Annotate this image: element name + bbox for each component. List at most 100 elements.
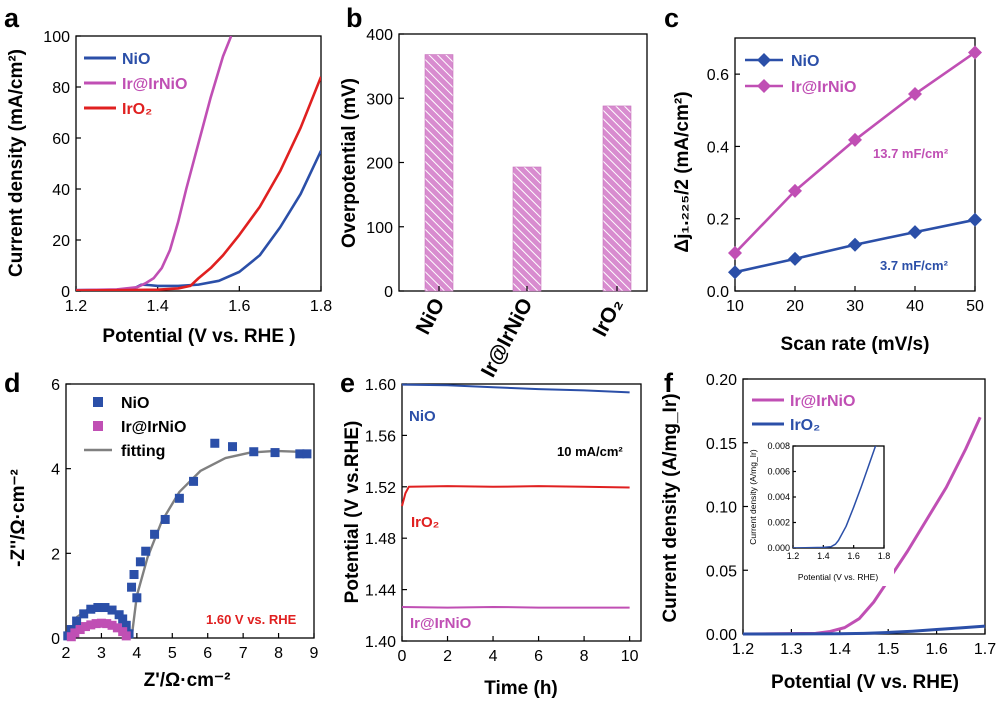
d-data-point: [75, 625, 85, 635]
d-data-point: [270, 448, 280, 458]
f-inset-x-tick-label: 1.6: [847, 551, 860, 561]
panel-e: 0 2 4 6 8 10 1.40 1.44 1.48 1.52 1.56 1.60 NiO IrO₂ Ir…: [340, 368, 642, 699]
f-y-tick-label: 0.05: [706, 563, 737, 580]
a-series-line: [76, 36, 233, 291]
f-inset-y-tick-label: 0.000: [767, 543, 790, 553]
panel-c: 10 20 30 40 50 0.0 0.2 0.4 0.6 NiO Ir@IrNiO 13.7 mF…: [664, 3, 984, 355]
c-annotation-nio: 3.7 mF/cm²: [880, 258, 949, 273]
d-data-point: [150, 529, 160, 539]
f-x-tick-label: 1.5: [877, 641, 899, 658]
d-data-point: [91, 619, 101, 629]
a-y-tick-label: 100: [43, 29, 70, 46]
a-legend-label: IrO₂: [122, 101, 152, 118]
d-data-point: [121, 631, 131, 641]
e-current-annotation: 10 mA/cm²: [557, 444, 623, 459]
b-y-tick-label: 0: [384, 284, 393, 301]
b-bar: [512, 166, 542, 292]
e-x-tick-label: 10: [621, 648, 639, 665]
e-y-tick-label: 1.44: [365, 583, 396, 600]
e-series-label-iro2: IrO₂: [411, 514, 439, 531]
c-legend-marker: [757, 79, 771, 93]
e-x-tick-label: 6: [534, 648, 543, 665]
f-inset-x-tick-label: 1.4: [817, 551, 830, 561]
c-x-tick-label: 50: [966, 298, 984, 315]
c-x-tick-label: 40: [906, 298, 924, 315]
f-inset-x-tick-label: 1.8: [878, 551, 891, 561]
d-legend-marker: [93, 421, 103, 431]
f-x-tick-label: 1.7: [974, 641, 996, 658]
d-data-point: [107, 620, 117, 630]
d-data-point: [93, 603, 103, 613]
e-series-line: [401, 485, 630, 507]
a-y-tick-label: 40: [52, 182, 70, 199]
c-y-tick-label: 0.0: [707, 284, 729, 301]
a-panel-letter: a: [4, 3, 20, 33]
a-x-tick-label: 1.4: [147, 298, 169, 315]
e-y-tick-label: 1.40: [365, 634, 396, 651]
d-y-tick-label: 0: [51, 631, 60, 648]
d-data-point: [160, 514, 170, 524]
c-annotation-irnio: 13.7 mF/cm²: [873, 146, 949, 161]
a-y-tick-label: 60: [52, 131, 70, 148]
c-data-point: [788, 251, 802, 266]
c-legend-label: Ir@IrNiO: [791, 79, 856, 96]
d-y-tick-label: 2: [51, 546, 60, 563]
f-inset-background: [760, 440, 894, 586]
panel-a: 1.2 1.4 1.6 1.8 0 20 40 60 80 100 NiO Ir@IrNiO IrO₂ a…: [4, 3, 332, 347]
c-data-point: [908, 87, 922, 102]
d-panel-letter: d: [4, 368, 21, 398]
f-series-line: [742, 624, 986, 636]
f-x-tick-label: 1.3: [780, 641, 802, 658]
c-data-point: [728, 246, 742, 261]
d-data-point: [295, 449, 305, 459]
f-inset-x-tick-label: 1.2: [787, 551, 800, 561]
f-x-tick-label: 1.6: [925, 641, 947, 658]
d-data-point: [174, 493, 184, 503]
d-x-axis-label: Z'/Ω·cm⁻²: [144, 670, 231, 691]
a-x-tick-label: 1.6: [228, 298, 250, 315]
b-y-tick-label: 400: [366, 27, 393, 44]
a-plot-frame: [75, 35, 322, 292]
f-inset-x-axis-label: Potential (V vs. RHE): [798, 572, 878, 582]
c-y-tick-label: 0.4: [707, 139, 729, 156]
d-condition-annotation: 1.60 V vs. RHE: [206, 612, 297, 627]
b-panel-letter: b: [346, 3, 363, 33]
f-y-tick-label: 0.20: [706, 372, 737, 389]
f-legend-label: Ir@IrNiO: [790, 393, 855, 410]
d-y-axis-label: -Z''/Ω·cm⁻²: [8, 469, 29, 567]
d-data-point: [118, 614, 128, 624]
b-y-axis-label: Overpotential (mV): [339, 78, 360, 248]
a-x-tick-label: 1.2: [65, 298, 87, 315]
f-y-tick-label: 0.15: [706, 436, 737, 453]
d-legend-label: Ir@IrNiO: [121, 419, 186, 436]
d-data-point: [228, 442, 238, 452]
d-x-tick-label: 5: [168, 645, 177, 662]
d-data-point: [86, 604, 96, 614]
e-x-tick-label: 0: [398, 648, 407, 665]
d-y-tick-label: 4: [51, 462, 60, 479]
b-y-tick-label: 300: [366, 91, 393, 108]
d-x-tick-label: 7: [239, 645, 248, 662]
d-data-point: [302, 449, 312, 459]
f-y-tick-label: 0.10: [706, 500, 737, 517]
a-series-line: [76, 150, 321, 291]
c-legend-marker: [757, 53, 771, 67]
d-plot-frame: [65, 383, 315, 639]
c-x-tick-label: 30: [846, 298, 864, 315]
c-y-axis-label: Δj₁.₂₂₅/2 (mA/cm²): [672, 91, 693, 252]
d-data-point: [127, 582, 137, 592]
d-data-point: [210, 438, 220, 448]
f-inset-y-axis-label: Current density (A/mg_Ir): [748, 449, 758, 545]
a-y-axis-label: Current density (mA/cm²): [6, 49, 27, 277]
b-bar: [424, 54, 454, 292]
d-data-point: [141, 546, 151, 556]
c-y-tick-label: 0.6: [707, 67, 729, 84]
d-data-point: [249, 447, 259, 457]
f-x-tick-label: 1.4: [829, 641, 851, 658]
d-legend-label: fitting: [121, 443, 165, 460]
f-y-tick-label: 0.00: [706, 627, 737, 644]
a-y-tick-label: 20: [52, 233, 70, 250]
d-x-tick-label: 8: [274, 645, 283, 662]
